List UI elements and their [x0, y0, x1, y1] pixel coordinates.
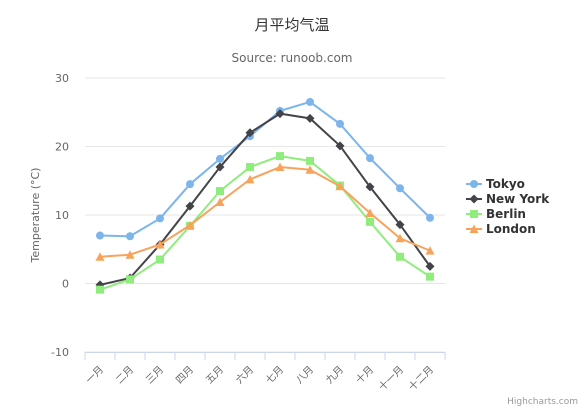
data-point[interactable] [95, 252, 105, 261]
series-tokyo [96, 97, 434, 241]
data-point[interactable] [156, 214, 164, 223]
data-point[interactable] [186, 180, 194, 189]
legend-symbol-marker [470, 210, 478, 218]
legend-item-tokyo[interactable]: Tokyo [466, 177, 525, 191]
series-line [99, 112, 431, 286]
data-point[interactable] [306, 156, 314, 165]
credits-link[interactable]: Highcharts.com [507, 397, 578, 407]
series-new-york [95, 109, 435, 290]
y-tick-label: -10 [51, 346, 69, 359]
legend-label: New York [486, 192, 550, 206]
data-point[interactable] [155, 239, 165, 249]
x-tick-label: 十月 [353, 363, 376, 386]
legend-symbol-marker [469, 224, 479, 233]
data-point[interactable] [185, 201, 195, 211]
data-point[interactable] [276, 152, 284, 161]
data-point[interactable] [365, 182, 375, 192]
data-point[interactable] [335, 181, 345, 191]
data-point[interactable] [426, 213, 434, 222]
data-point[interactable] [366, 154, 374, 163]
data-point[interactable] [425, 261, 435, 271]
data-point[interactable] [215, 162, 225, 172]
data-point[interactable] [305, 113, 315, 123]
data-point[interactable] [425, 246, 435, 255]
series-berlin [96, 152, 434, 294]
data-point[interactable] [126, 275, 134, 284]
x-tick-label: 二月 [113, 364, 136, 387]
data-point[interactable] [395, 233, 405, 243]
data-point[interactable] [396, 252, 404, 261]
x-tick-label: 九月 [323, 364, 346, 387]
data-point[interactable] [216, 154, 224, 163]
chart-title: 月平均气温 [254, 16, 329, 34]
x-tick-label: 七月 [263, 364, 286, 387]
legend-item-london[interactable]: London [466, 222, 536, 236]
y-tick-label: 30 [55, 72, 69, 85]
series-group [95, 97, 435, 294]
x-axis: 一月 二月 三月 四月 五月 六月 七月 八月 九月 十月 十一月 十二月 [83, 352, 446, 393]
data-point[interactable] [245, 128, 255, 138]
data-point[interactable] [426, 272, 434, 281]
legend-symbol-marker [470, 180, 478, 188]
y-tick-label: 20 [55, 141, 69, 154]
x-tick-label: 四月 [173, 364, 196, 387]
series-line [99, 166, 431, 258]
data-point[interactable] [395, 220, 405, 230]
data-point[interactable] [126, 232, 134, 241]
data-point[interactable] [336, 119, 344, 128]
legend-item-berlin[interactable]: Berlin [466, 207, 526, 221]
x-tick-label: 六月 [233, 364, 256, 387]
series-line [99, 155, 431, 291]
data-point[interactable] [335, 141, 345, 151]
data-point[interactable] [275, 109, 285, 119]
data-point[interactable] [306, 97, 314, 106]
data-point[interactable] [125, 250, 135, 259]
gridlines [85, 77, 445, 353]
chart-subtitle: Source: runoob.com [232, 51, 353, 65]
data-point[interactable] [216, 187, 224, 196]
data-point[interactable] [96, 285, 104, 294]
y-axis-ticks: -10 0 10 20 30 [51, 72, 69, 359]
legend-label: London [486, 222, 536, 236]
data-point[interactable] [365, 208, 375, 217]
data-point[interactable] [305, 165, 315, 174]
legend-symbol-marker [469, 194, 479, 204]
data-point[interactable] [366, 217, 374, 226]
data-point[interactable] [245, 174, 255, 184]
y-tick-label: 0 [62, 278, 69, 291]
data-point[interactable] [156, 255, 164, 264]
x-tick-label: 十二月 [406, 363, 436, 393]
x-tick-label: 一月 [83, 364, 106, 387]
y-tick-label: 10 [55, 209, 69, 222]
data-point[interactable] [96, 231, 104, 240]
legend-label: Tokyo [486, 177, 525, 191]
x-tick-label: 八月 [293, 364, 316, 387]
data-point[interactable] [185, 220, 195, 230]
series-london [95, 162, 435, 261]
legend-item-new-york[interactable]: New York [466, 192, 550, 206]
data-point[interactable] [396, 184, 404, 193]
x-tick-label: 十一月 [376, 363, 406, 393]
y-axis-label: Temperature (°C) [29, 168, 42, 264]
data-point[interactable] [246, 163, 254, 172]
x-tick-label: 三月 [143, 364, 166, 387]
data-point[interactable] [275, 162, 285, 172]
legend-label: Berlin [486, 207, 526, 221]
x-tick-label: 五月 [203, 364, 226, 387]
data-point[interactable] [215, 197, 225, 206]
